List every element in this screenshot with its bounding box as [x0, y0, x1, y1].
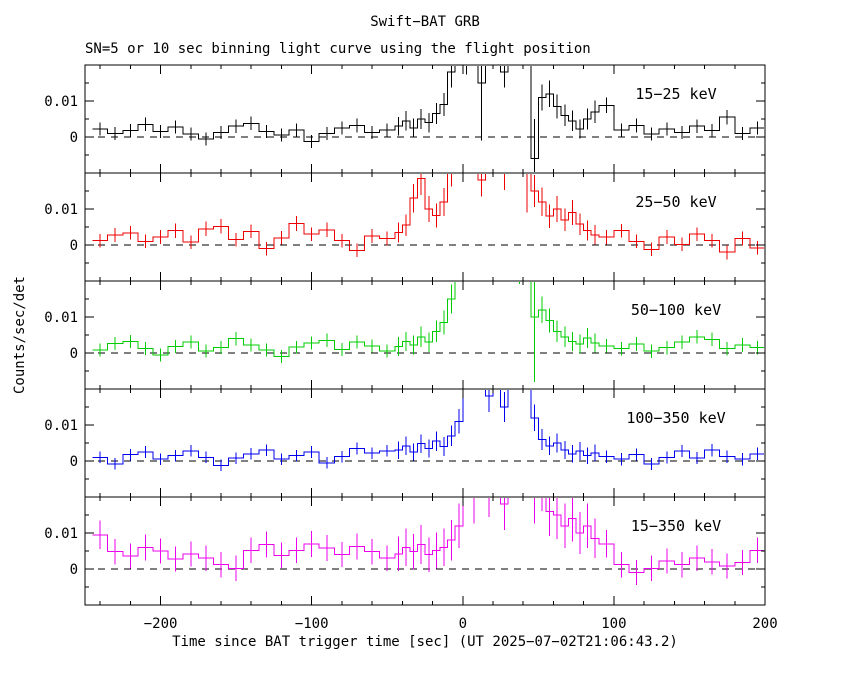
y-tick-label: 0: [70, 562, 78, 578]
band-label: 25−50 keV: [635, 193, 716, 211]
axis-ticks: [85, 497, 765, 605]
light-curve-step: [92, 282, 764, 358]
band-label: 100−350 keV: [626, 409, 725, 427]
error-bars: [99, 174, 758, 260]
panel-1-data: [86, 66, 764, 172]
band-label: 15−25 keV: [635, 85, 716, 103]
band-label: 15−350 keV: [631, 517, 721, 535]
error-bars: [99, 282, 758, 382]
x-tick-label: −200: [144, 616, 178, 632]
error-bars: [99, 390, 758, 472]
panel-5-data: [86, 498, 764, 586]
y-tick-label: 0.01: [44, 310, 78, 326]
error-bars: [99, 498, 758, 586]
light-curve-step: [92, 66, 764, 160]
x-tick-label: 0: [459, 616, 467, 632]
y-tick-label: 0: [70, 454, 78, 470]
y-tick-label: 0.01: [44, 526, 78, 542]
y-tick-label: 0.01: [44, 94, 78, 110]
x-tick-label: 100: [601, 616, 626, 632]
axis-ticks: [85, 281, 765, 389]
error-bars: [99, 66, 758, 172]
light-curve-step: [92, 174, 764, 253]
y-tick-label: 0: [70, 238, 78, 254]
y-tick-label: 0: [70, 130, 78, 146]
panel-frame: [84, 280, 766, 390]
figure-subtitle: SN=5 or 10 sec binning light curve using…: [85, 41, 591, 57]
axis-ticks: [85, 173, 765, 281]
light-curve-step: [92, 390, 764, 466]
panel-4-data: [86, 390, 764, 472]
axis-ticks: [85, 65, 765, 173]
x-tick-label: −100: [295, 616, 329, 632]
figure-title: Swift−BAT GRB: [370, 14, 480, 30]
x-axis-label: Time since BAT trigger time [sec] (UT 20…: [172, 634, 678, 650]
panel-2-data: [86, 174, 764, 260]
panel-frame: [84, 388, 766, 498]
panel-3-data: [86, 282, 764, 382]
x-tick-label: 200: [752, 616, 777, 632]
axis-ticks: [85, 389, 765, 497]
light-curve-step: [92, 498, 764, 574]
y-tick-label: 0.01: [44, 418, 78, 434]
y-tick-label: 0.01: [44, 202, 78, 218]
band-label: 50−100 keV: [631, 301, 721, 319]
y-tick-label: 0: [70, 346, 78, 362]
